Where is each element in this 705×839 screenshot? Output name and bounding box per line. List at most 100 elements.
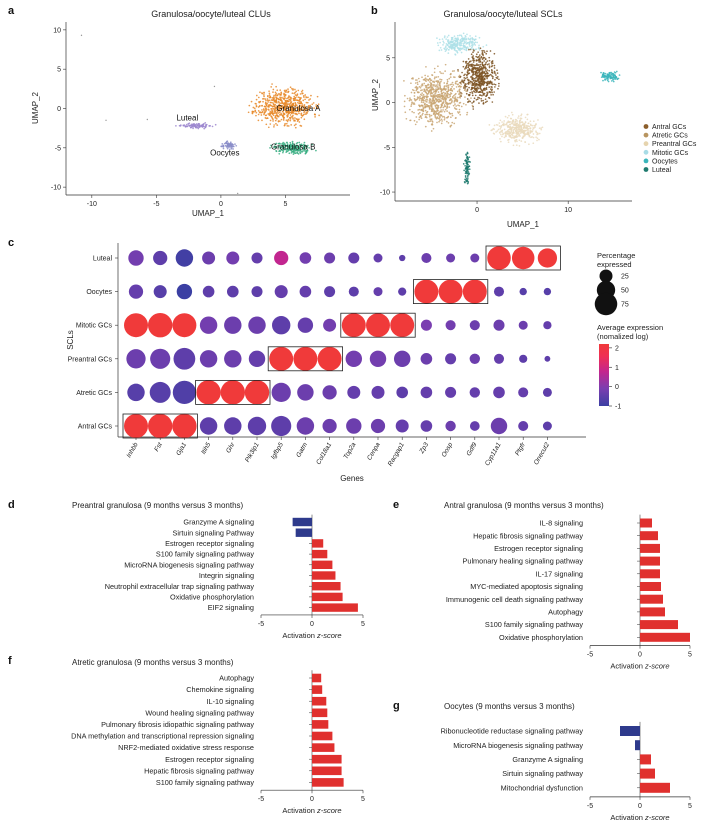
umap-point: [435, 107, 437, 109]
umap-point: [453, 97, 456, 100]
umap-point: [268, 109, 270, 111]
umap-point: [268, 94, 271, 96]
umap-point: [282, 106, 285, 108]
umap-point: [294, 147, 297, 150]
umap-point: [457, 96, 459, 99]
umap-point: [608, 72, 611, 75]
x-axis-label: Activation z-score: [282, 806, 341, 815]
umap-point: [469, 82, 471, 85]
umap-point: [458, 96, 461, 98]
bar: [640, 543, 660, 553]
umap-point: [474, 38, 477, 41]
umap-point: [265, 104, 268, 106]
umap-point: [423, 82, 426, 85]
umap-point: [272, 146, 275, 149]
umap-point: [485, 86, 488, 89]
umap-point: [433, 110, 436, 112]
umap-point: [275, 85, 277, 88]
umap-point: [460, 41, 462, 44]
umap-point: [479, 74, 481, 77]
umap-point: [464, 178, 466, 181]
umap-point: [458, 111, 461, 113]
dot: [150, 348, 171, 369]
umap-point: [429, 114, 431, 117]
category-label: MicroRNA biogenesis signaling pathway: [453, 741, 583, 750]
umap-point: [479, 47, 482, 50]
umap-point: [424, 100, 427, 102]
umap-point: [468, 38, 470, 41]
highlight-box: [412, 279, 489, 305]
umap-point: [286, 120, 289, 123]
dot: [124, 313, 148, 338]
umap-point: [457, 42, 459, 44]
y-tick-label: -5: [55, 145, 61, 152]
umap-point: [510, 129, 513, 132]
umap-point: [466, 71, 469, 74]
umap-point: [463, 46, 466, 49]
umap-point: [475, 98, 478, 101]
legend-swatch: [643, 132, 649, 138]
umap-point: [447, 86, 450, 88]
umap-point: [419, 86, 422, 89]
dot: [248, 316, 266, 334]
group-label: Antral GCs: [78, 424, 113, 431]
umap-point: [270, 144, 272, 147]
group-label: Luteal: [93, 256, 113, 263]
umap-point: [470, 88, 473, 91]
umap-point: [421, 83, 424, 85]
umap-point: [444, 46, 447, 49]
umap-point: [499, 131, 501, 134]
umap-point: [272, 98, 275, 101]
umap-point: [456, 34, 459, 37]
y-tick-label: 5: [386, 55, 390, 62]
umap-point: [477, 58, 480, 61]
umap-point: [478, 48, 481, 51]
umap-point: [459, 38, 462, 41]
umap-point: [532, 127, 534, 129]
umap-point: [287, 100, 290, 103]
cluster-granulosa-a: [247, 83, 320, 129]
umap-point: [259, 111, 262, 113]
umap-point: [461, 71, 463, 74]
umap-point: [277, 112, 280, 114]
gene-label: Ghr: [225, 441, 237, 455]
umap-point: [266, 98, 269, 100]
umap-point: [480, 66, 483, 68]
umap-point: [286, 125, 289, 127]
umap-point: [491, 88, 493, 91]
category-label: MicroRNA biogenesis signaling pathway: [124, 560, 254, 569]
umap-point: [468, 168, 471, 171]
umap-point: [297, 145, 299, 148]
umap-point: [289, 147, 292, 150]
umap-point: [456, 83, 459, 86]
umap-point: [437, 84, 439, 86]
umap-point: [257, 96, 260, 99]
umap-point: [306, 112, 309, 114]
umap-point: [480, 67, 483, 70]
umap-point: [213, 85, 216, 88]
umap-point: [282, 119, 285, 121]
umap-point: [302, 113, 305, 116]
umap-point: [412, 103, 415, 105]
umap-point: [292, 98, 295, 100]
cluster-label: Granulosa B: [271, 142, 315, 151]
umap-point: [491, 72, 494, 74]
panel-a-title: Granulosa/oocyte/luteal CLUs: [151, 9, 271, 19]
umap-point: [284, 148, 287, 151]
umap-point: [235, 144, 238, 147]
umap-point: [493, 70, 496, 73]
umap-point: [440, 90, 443, 93]
umap-point: [515, 132, 518, 134]
umap-point: [440, 80, 442, 83]
legend-swatch: [643, 124, 649, 129]
umap-point: [464, 167, 467, 170]
umap-point: [444, 105, 447, 108]
umap-point: [490, 82, 493, 85]
umap-point: [443, 110, 446, 113]
umap-point: [490, 89, 493, 92]
umap-point: [474, 41, 477, 44]
umap-point: [276, 115, 279, 118]
umap-point: [298, 121, 301, 123]
y-tick-label: 5: [57, 67, 61, 74]
umap-point: [460, 95, 463, 97]
